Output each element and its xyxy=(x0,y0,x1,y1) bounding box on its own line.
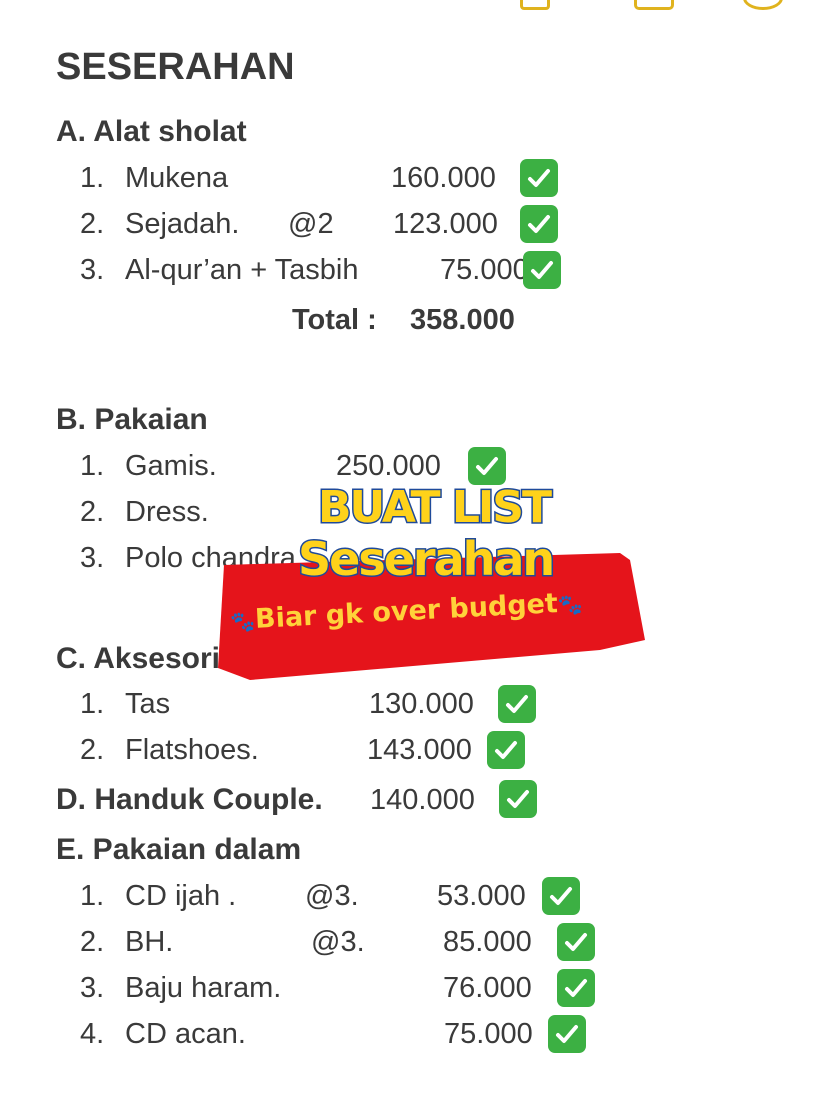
check-icon xyxy=(523,251,561,289)
toolbar-icon[interactable] xyxy=(634,0,674,10)
check-icon xyxy=(557,923,595,961)
check-icon xyxy=(468,447,506,485)
toolbar-icon[interactable] xyxy=(520,0,550,10)
check-icon xyxy=(520,159,558,197)
more-icon[interactable] xyxy=(743,0,783,10)
sticker-title-line1: BUAT LIST xyxy=(317,481,554,535)
check-icon xyxy=(542,877,580,915)
check-icon xyxy=(499,780,537,818)
sticker-title-line2: Seserahan xyxy=(296,531,556,588)
check-icon xyxy=(520,205,558,243)
check-icon xyxy=(548,1015,586,1053)
check-icon xyxy=(498,685,536,723)
total-label: Total : xyxy=(292,304,377,336)
check-icon xyxy=(487,731,525,769)
paw-icon: 🐾 xyxy=(557,591,584,618)
section-heading: B. Pakaian xyxy=(56,403,208,436)
page-title: SESERAHAN xyxy=(56,46,295,88)
price: 140.000 xyxy=(370,784,475,816)
section-heading: C. Aksesoris xyxy=(56,642,237,675)
section-heading: E. Pakaian dalam xyxy=(56,833,302,866)
paw-icon: 🐾 xyxy=(229,608,256,635)
sticker-subtitle: 🐾Biar gk over budget🐾 xyxy=(229,588,584,635)
total-value: 358.000 xyxy=(410,304,515,336)
section-heading: D. Handuk Couple. xyxy=(56,783,323,816)
section-heading: A. Alat sholat xyxy=(56,115,247,148)
check-icon xyxy=(557,969,595,1007)
